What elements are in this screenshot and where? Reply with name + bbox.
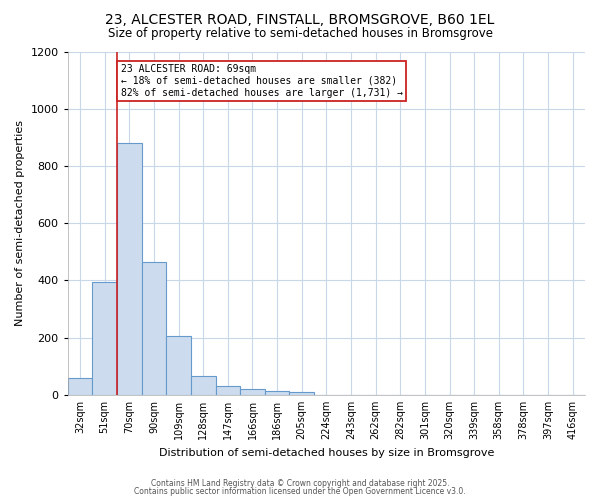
Y-axis label: Number of semi-detached properties: Number of semi-detached properties	[15, 120, 25, 326]
Bar	[92, 282, 117, 395]
X-axis label: Distribution of semi-detached houses by size in Bromsgrove: Distribution of semi-detached houses by …	[158, 448, 494, 458]
Text: Contains public sector information licensed under the Open Government Licence v3: Contains public sector information licen…	[134, 487, 466, 496]
Bar	[215, 386, 240, 395]
Bar	[265, 391, 289, 395]
Bar	[117, 143, 142, 395]
Bar	[289, 392, 314, 395]
Bar	[142, 262, 166, 395]
Bar	[240, 389, 265, 395]
Bar	[166, 336, 191, 395]
Bar	[68, 378, 92, 395]
Text: Contains HM Land Registry data © Crown copyright and database right 2025.: Contains HM Land Registry data © Crown c…	[151, 478, 449, 488]
Text: 23, ALCESTER ROAD, FINSTALL, BROMSGROVE, B60 1EL: 23, ALCESTER ROAD, FINSTALL, BROMSGROVE,…	[106, 12, 494, 26]
Bar	[191, 376, 215, 395]
Text: 23 ALCESTER ROAD: 69sqm
← 18% of semi-detached houses are smaller (382)
82% of s: 23 ALCESTER ROAD: 69sqm ← 18% of semi-de…	[121, 64, 403, 98]
Text: Size of property relative to semi-detached houses in Bromsgrove: Size of property relative to semi-detach…	[107, 28, 493, 40]
